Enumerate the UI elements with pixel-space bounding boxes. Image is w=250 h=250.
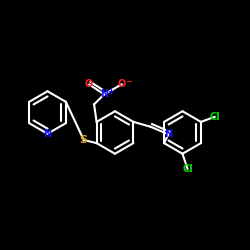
Text: Cl: Cl	[182, 164, 193, 174]
Text: S: S	[80, 135, 88, 145]
Text: Cl: Cl	[209, 112, 220, 122]
Text: N: N	[100, 90, 108, 99]
Text: +: +	[107, 87, 114, 96]
Text: N: N	[44, 129, 52, 139]
Text: −: −	[126, 77, 132, 86]
Text: O: O	[118, 79, 126, 89]
Text: N: N	[164, 130, 172, 140]
Text: O: O	[85, 79, 93, 89]
